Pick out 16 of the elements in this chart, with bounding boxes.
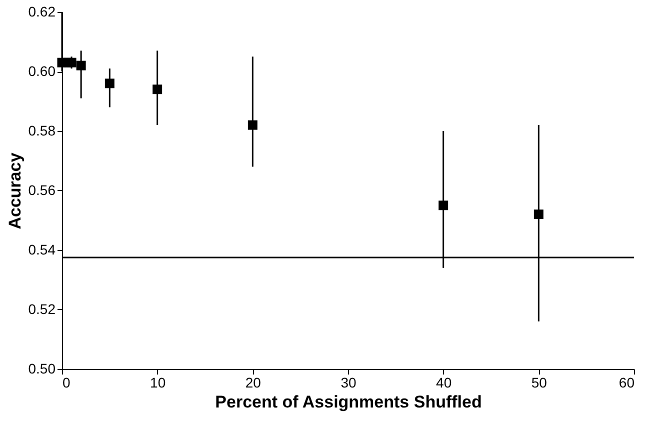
y-tick-label: 0.52 <box>28 301 56 317</box>
x-axis-title: Percent of Assignments Shuffled <box>215 392 482 412</box>
y-tick-label: 0.56 <box>28 182 56 198</box>
y-tick-label: 0.58 <box>28 122 56 138</box>
x-tick-label: 60 <box>618 374 635 390</box>
y-tick-label: 0.54 <box>28 242 56 258</box>
y-tick-label: 0.50 <box>28 360 56 376</box>
y-tick-label: 0.60 <box>28 63 56 79</box>
y-tick-label: 0.62 <box>28 4 56 20</box>
x-tick-label: 50 <box>531 374 548 390</box>
x-tick-label: 40 <box>436 374 452 390</box>
x-tick-label: 10 <box>150 374 166 390</box>
x-tick-label: 30 <box>340 374 356 390</box>
y-axis-title: Accuracy <box>5 152 24 230</box>
x-tick-label: 20 <box>245 374 262 390</box>
x-tick-label: 0 <box>62 374 70 390</box>
